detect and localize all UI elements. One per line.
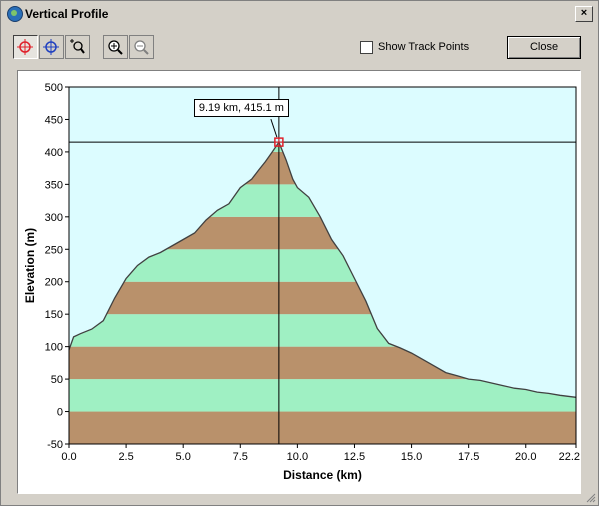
zoom-out-button[interactable] (129, 35, 154, 59)
x-tick-label: 17.5 (458, 451, 479, 463)
zoom-box-icon (70, 39, 85, 54)
title-bar[interactable]: Vertical Profile × (3, 3, 596, 24)
chart-panel: 0.0 2.5 5.0 7.5 10.0 12.5 15.0 17.5 20.0 22.2 500 4… (17, 70, 581, 494)
elevation-band (69, 411, 576, 444)
x-tick-label: 5.0 (176, 451, 191, 463)
y-tick-label: 0 (57, 407, 63, 419)
elevation-profile-chart[interactable]: 0.0 2.5 5.0 7.5 10.0 12.5 15.0 17.5 20.0 22.25004… (18, 71, 580, 493)
x-tick-label: 7.5 (233, 451, 248, 463)
zoom-in-icon (108, 40, 123, 55)
y-tick-label: 400 (45, 147, 63, 159)
y-tick-label: 250 (45, 244, 63, 256)
elevation-band (69, 379, 576, 412)
y-tick-label: 100 (45, 342, 63, 354)
close-button[interactable]: Close (507, 36, 581, 59)
y-axis-title: Elevation (m) (23, 228, 37, 303)
x-tick-label: 20.0 (515, 451, 536, 463)
y-tick-label: 500 (45, 82, 63, 94)
show-track-points-label: Show Track Points (378, 41, 470, 53)
x-tick-label: 2.5 (118, 451, 133, 463)
y-tick-label: 50 (51, 374, 63, 386)
crosshair-red-button[interactable] (13, 35, 38, 59)
zoom-in-button[interactable] (103, 35, 128, 59)
resize-grip-icon[interactable] (584, 491, 596, 503)
crosshair-blue-button[interactable] (39, 35, 64, 59)
y-tick-label: 450 (45, 114, 63, 126)
show-track-points-checkbox[interactable] (360, 41, 373, 54)
window-close-button[interactable]: × (575, 6, 593, 22)
elevation-line (68, 140, 577, 398)
x-tick-label: 22.2 (559, 451, 580, 463)
x-tick-label: 15.0 (401, 451, 422, 463)
x-tick-label: 0.0 (61, 451, 76, 463)
zoom-out-icon (134, 40, 149, 55)
crosshair-blue-icon (43, 39, 59, 55)
crosshair-red-icon (17, 39, 33, 55)
y-tick-label: 200 (45, 277, 63, 289)
y-tick-label: -50 (47, 439, 63, 451)
x-axis-title: Distance (km) (283, 468, 362, 482)
zoom-box-button[interactable] (65, 35, 90, 59)
globe-icon (7, 6, 23, 22)
plot-frame (68, 86, 577, 445)
cursor-tooltip: 9.19 km, 415.1 m (193, 99, 289, 118)
x-tick-label: 12.5 (344, 451, 365, 463)
y-tick-label: 300 (45, 212, 63, 224)
y-tick-label: 350 (45, 179, 63, 191)
tooltip-pointer (270, 118, 278, 138)
x-tick-label: 10.0 (287, 451, 308, 463)
y-tick-label: 150 (45, 309, 63, 321)
window-title: Vertical Profile (25, 7, 109, 21)
